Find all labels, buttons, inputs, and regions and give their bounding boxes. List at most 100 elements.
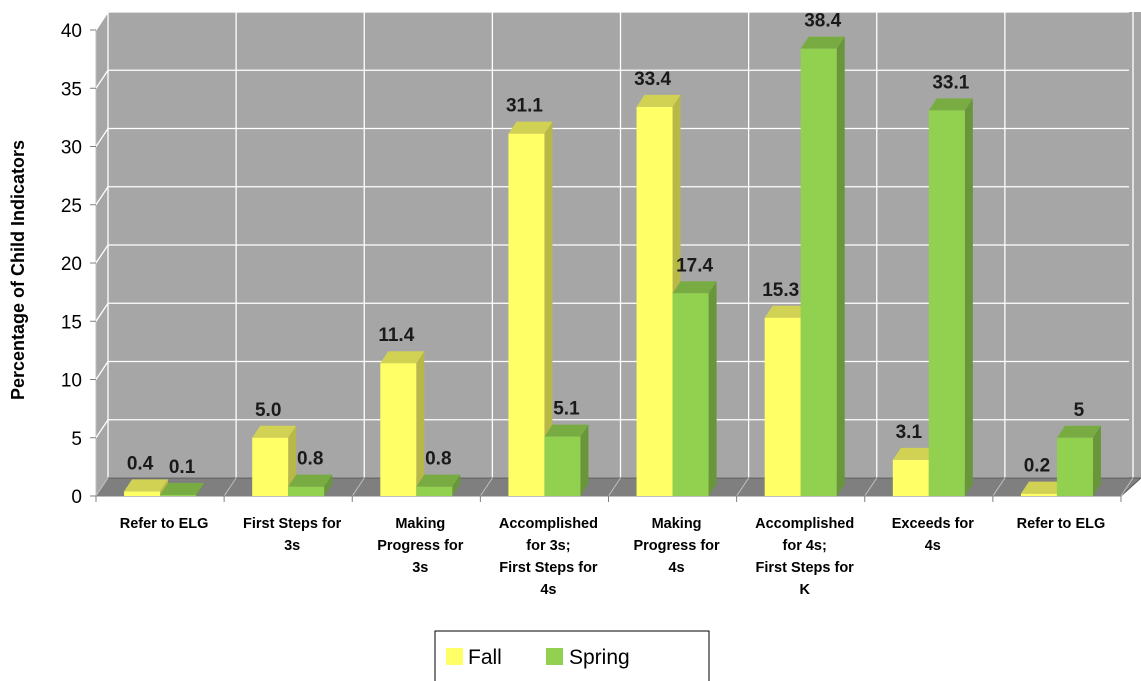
category-labels: Refer to ELG First Steps for 3s Making Progr…	[120, 516, 1106, 598]
bar-fall	[380, 363, 417, 496]
y-tick-label: 25	[61, 196, 82, 217]
bar-top	[252, 425, 297, 438]
bar-fall	[1020, 493, 1057, 496]
gridline-side	[95, 302, 109, 322]
category-label: Progress for	[633, 538, 720, 554]
category-label: 3s	[412, 560, 428, 576]
bar-top	[508, 121, 553, 134]
bar-top	[160, 482, 205, 495]
bar-spring	[672, 293, 709, 496]
gridline-side	[95, 11, 109, 31]
bar-spring	[288, 486, 325, 496]
y-tick-label: 20	[61, 254, 82, 275]
floor-divider	[351, 477, 365, 497]
bar-top	[416, 474, 461, 487]
bar-top	[288, 474, 333, 487]
bar-side	[452, 474, 461, 496]
legend-label-spring: Spring	[569, 646, 630, 669]
floor-divider	[1120, 477, 1134, 497]
bar-top	[636, 94, 681, 107]
bars	[124, 36, 1101, 496]
bar-spring	[160, 494, 197, 496]
y-tick-label: 15	[61, 312, 82, 333]
bar-side	[708, 281, 717, 496]
bar-side	[1092, 425, 1101, 496]
category-label: Progress for	[377, 538, 464, 554]
data-label: 0.1	[169, 457, 196, 478]
data-label: 15.3	[762, 280, 799, 301]
category-label: for 4s;	[783, 538, 827, 554]
y-tick-label: 10	[61, 371, 82, 392]
bar-spring	[1056, 437, 1093, 496]
category-label: Refer to ELG	[1017, 516, 1106, 532]
category-label: First Steps for	[499, 560, 598, 576]
floor-divider	[479, 477, 493, 497]
gridline-side	[95, 244, 109, 264]
bar-top	[928, 98, 973, 111]
bar-top	[764, 305, 809, 318]
bar-top	[544, 424, 589, 437]
legend-swatch-spring	[546, 648, 563, 665]
gridline-side	[95, 419, 109, 439]
legend: Fall Spring	[434, 630, 710, 681]
bar-fall	[636, 106, 673, 496]
bar-top	[1020, 481, 1065, 494]
bar-side	[964, 98, 973, 496]
bar-side	[544, 121, 553, 496]
data-label: 33.4	[634, 69, 671, 90]
floor-divider	[992, 477, 1006, 497]
bar-fall	[124, 491, 161, 496]
floor-divider	[736, 477, 750, 497]
data-label: 33.1	[932, 72, 969, 93]
category-label: Making	[395, 516, 445, 532]
data-label: 0.4	[127, 453, 154, 474]
bar-side	[416, 351, 425, 496]
bar-side	[580, 424, 589, 496]
category-label: for 3s;	[526, 538, 570, 554]
category-label: Accomplished	[755, 516, 854, 532]
floor-divider	[864, 477, 878, 497]
data-label: 3.1	[896, 422, 923, 443]
bar-spring	[416, 486, 453, 496]
category-label: 4s	[540, 582, 556, 598]
bar-fall	[508, 133, 545, 496]
data-label: 31.1	[506, 96, 543, 117]
bar-side	[324, 474, 333, 496]
bar-spring	[800, 48, 837, 496]
bar-top	[892, 447, 937, 460]
bar-side	[196, 482, 205, 496]
category-label: 3s	[284, 538, 300, 554]
bar-spring	[544, 436, 581, 496]
category-label: Accomplished	[499, 516, 598, 532]
bar-top	[800, 36, 845, 49]
data-label: 0.2	[1024, 456, 1050, 477]
data-label: 11.4	[378, 325, 414, 346]
bar-top	[1056, 425, 1101, 438]
y-axis-ticks: 0 5 10 15 20 25 30 35 40	[61, 21, 96, 508]
y-tick-label: 0	[71, 487, 82, 508]
bar-fall	[764, 317, 801, 496]
category-label: First Steps for	[756, 560, 855, 576]
category-label: Refer to ELG	[120, 516, 209, 532]
y-tick-label: 5	[71, 429, 82, 450]
y-tick-label: 35	[61, 79, 82, 100]
bar-top	[380, 351, 425, 364]
data-label: 17.4	[676, 255, 713, 276]
legend-box	[434, 630, 710, 681]
plot-background	[95, 10, 1141, 498]
category-label: Making	[652, 516, 702, 532]
bar-top	[124, 479, 169, 492]
legend-label-fall: Fall	[468, 646, 502, 669]
data-label: 38.4	[804, 11, 841, 32]
y-tick-label: 40	[61, 21, 82, 42]
category-label: 4s	[925, 538, 941, 554]
category-label: Exceeds for	[892, 516, 975, 532]
gridline-side	[95, 69, 109, 89]
data-label: 0.8	[297, 449, 323, 470]
legend-swatch-fall	[446, 648, 463, 665]
bar-fall	[252, 437, 289, 496]
category-label: K	[799, 582, 810, 598]
gridline-side	[95, 186, 109, 206]
data-label: 5.0	[255, 400, 281, 421]
